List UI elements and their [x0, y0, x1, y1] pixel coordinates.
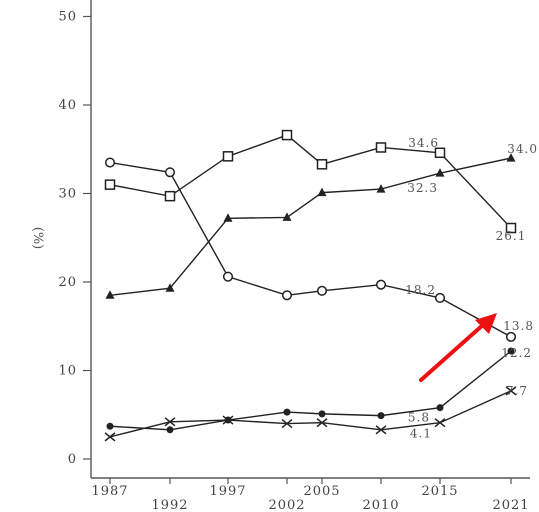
data-point — [434, 292, 446, 303]
data-point — [164, 417, 176, 427]
series-cross — [104, 386, 517, 442]
y-axis-label: (%) — [30, 227, 45, 250]
data-point — [436, 404, 444, 412]
data-point — [505, 222, 517, 234]
series-circle-open — [104, 157, 517, 342]
data-point — [165, 283, 175, 292]
x-tick-label: 2002 — [268, 498, 305, 512]
series-triangle — [105, 153, 516, 299]
annotation-arrow-shaft — [419, 322, 486, 382]
data-point — [281, 290, 293, 301]
data-point — [375, 425, 387, 435]
data-point — [106, 422, 114, 430]
x-tick-label: 1997 — [209, 484, 246, 499]
data-point — [375, 142, 387, 153]
data-label: 18.2 — [405, 283, 436, 297]
data-point — [105, 290, 115, 299]
series-line — [109, 390, 512, 438]
data-point — [281, 129, 293, 141]
x-tick-label: 2005 — [303, 484, 340, 499]
series-line — [109, 161, 512, 338]
data-point — [104, 179, 116, 190]
data-point — [316, 285, 328, 296]
data-label: 7.7 — [506, 384, 528, 398]
y-tick-label: 30 — [58, 187, 77, 202]
data-label: 12.2 — [501, 346, 532, 360]
series-line — [109, 134, 512, 229]
data-label: 4.1 — [410, 427, 432, 441]
annotation-arrow-head — [475, 313, 497, 334]
data-point — [283, 408, 291, 416]
data-point — [222, 415, 234, 425]
data-point — [505, 386, 517, 396]
data-point — [223, 213, 233, 222]
data-point — [164, 167, 176, 178]
data-point — [104, 157, 116, 168]
series-line — [109, 350, 512, 431]
data-point — [507, 347, 515, 355]
data-label: 26.1 — [496, 229, 527, 243]
x-tick-label: 1987 — [91, 484, 128, 499]
data-label: 32.3 — [407, 181, 438, 195]
y-tick-label: 40 — [58, 98, 77, 113]
data-point — [166, 426, 174, 434]
data-label: 5.8 — [408, 411, 430, 425]
data-labels: 34.6 26.1 32.3 34.0 18.2 13.8 5.8 12.2 4.1 7.7 — [405, 136, 538, 441]
data-point — [282, 212, 292, 221]
data-point — [318, 410, 326, 418]
data-point — [316, 159, 328, 170]
y-tick-label: 0 — [68, 452, 77, 467]
data-point — [222, 271, 234, 282]
data-label: 34.6 — [408, 136, 439, 150]
data-point — [375, 279, 387, 290]
data-point — [376, 184, 386, 193]
series-group — [104, 129, 517, 442]
series-square — [104, 129, 517, 234]
axes — [83, 0, 530, 484]
data-point — [164, 190, 176, 202]
x-tick-label: 2010 — [362, 498, 399, 512]
data-point — [435, 168, 445, 177]
data-point — [222, 151, 234, 162]
data-point — [377, 412, 385, 420]
data-point — [316, 418, 328, 428]
y-tick-label: 20 — [58, 275, 77, 290]
y-tick-label: 50 — [58, 10, 77, 25]
x-tick-label: 1992 — [151, 498, 188, 512]
data-point — [317, 187, 327, 197]
data-label: 34.0 — [507, 142, 538, 156]
data-point — [104, 432, 116, 442]
data-point — [434, 418, 446, 428]
data-label: 13.8 — [503, 319, 534, 333]
annotations — [419, 313, 497, 382]
y-tick-label: 10 — [58, 364, 77, 379]
data-point — [434, 147, 446, 159]
data-point — [281, 419, 293, 429]
series-line — [109, 157, 512, 296]
data-point — [505, 331, 517, 342]
x-tick-label: 2021 — [492, 498, 529, 512]
x-tick-label: 2015 — [421, 484, 458, 499]
data-point — [506, 153, 516, 162]
